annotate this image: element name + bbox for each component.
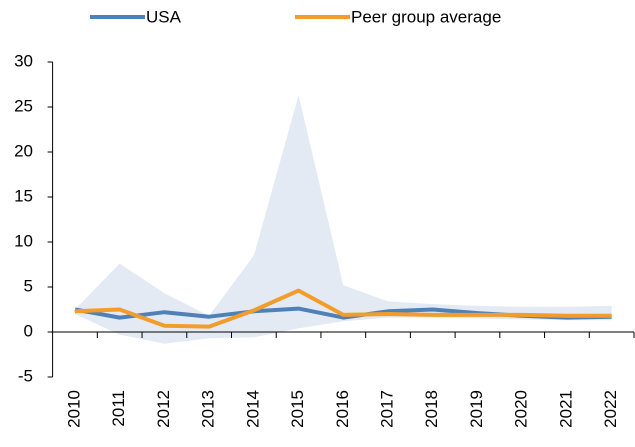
y-tick-label: 30 [14, 51, 33, 70]
x-tick-label: 2015 [288, 390, 307, 428]
y-tick-label: 10 [14, 231, 33, 250]
x-tick-label: 2019 [467, 390, 486, 428]
x-tick-label: 2016 [333, 390, 352, 428]
legend-label: Peer group average [351, 7, 501, 26]
x-tick-label: 2014 [243, 390, 262, 428]
range-band [74, 95, 612, 344]
x-tick-label: 2022 [601, 390, 620, 428]
legend-label: USA [146, 7, 182, 26]
x-tick-label: 2017 [378, 390, 397, 428]
y-tick-label: 5 [24, 276, 33, 295]
x-tick-label: 2018 [422, 390, 441, 428]
x-tick-label: 2012 [154, 390, 173, 428]
x-tick-label: 2013 [199, 390, 218, 428]
x-tick-label: 2021 [556, 390, 575, 428]
x-tick-label: 2011 [109, 390, 128, 427]
series-line [74, 288, 612, 329]
x-tick-label: 2010 [64, 390, 83, 428]
y-tick-label: 20 [14, 141, 33, 160]
y-tick-label: 0 [24, 321, 33, 340]
y-tick-label: 15 [14, 186, 33, 205]
x-tick-label: 2020 [512, 390, 531, 428]
y-tick-label: 25 [14, 96, 33, 115]
y-tick-label: -5 [18, 366, 33, 385]
